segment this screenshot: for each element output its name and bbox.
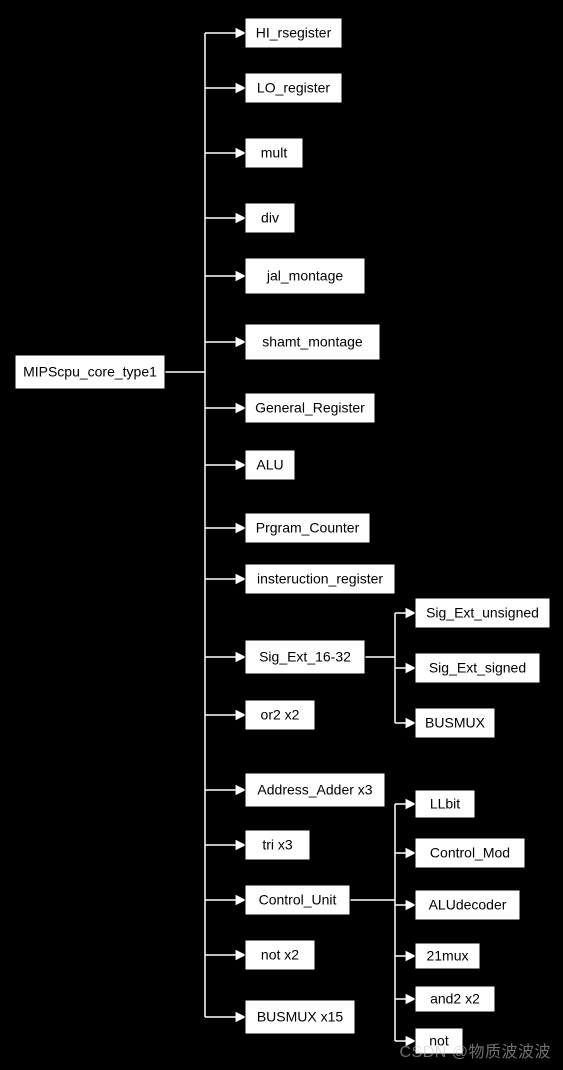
node-label: ALU <box>256 457 283 473</box>
node-label: div <box>261 210 279 226</box>
node-alu: ALU <box>245 450 295 480</box>
node-label: and2 x2 <box>430 991 480 1007</box>
node-label: shamt_montage <box>262 334 363 350</box>
node-label: Sig_Ext_16-32 <box>259 649 351 665</box>
node-div: div <box>245 203 295 233</box>
node-sexts: Sig_Ext_signed <box>415 653 540 683</box>
node-label: not x2 <box>261 947 299 963</box>
node-label: HI_rsegister <box>256 25 332 41</box>
node-bmux: BUSMUX <box>415 708 495 738</box>
node-sext: Sig_Ext_16-32 <box>245 640 365 674</box>
node-mult: mult <box>245 138 303 168</box>
node-label: tri x3 <box>262 837 293 853</box>
hierarchy-diagram: MIPScpu_core_type1 HI_rsegister LO_registe… <box>0 0 563 1070</box>
node-label: Address_Adder x3 <box>257 782 372 798</box>
node-jal: jal_montage <box>245 258 365 294</box>
node-label: General_Register <box>255 400 365 416</box>
node-label: Sig_Ext_signed <box>429 660 526 676</box>
node-label: ALUdecoder <box>429 897 507 913</box>
node-adder: Address_Adder x3 <box>245 773 385 807</box>
node-label: LO_register <box>257 80 330 96</box>
node-sextu: Sig_Ext_unsigned <box>415 598 550 628</box>
node-label: Sig_Ext_unsigned <box>426 605 539 621</box>
node-label: or2 x2 <box>261 707 300 723</box>
node-cu: Control_Unit <box>245 885 350 915</box>
node-shamt: shamt_montage <box>245 324 380 360</box>
node-not2: not x2 <box>245 940 315 970</box>
node-label: BUSMUX x15 <box>257 1009 344 1025</box>
node-pc: Prgram_Counter <box>245 513 370 543</box>
node-label: BUSMUX <box>425 715 486 731</box>
node-llbit: LLbit <box>415 790 475 818</box>
node-or2: or2 x2 <box>245 700 315 730</box>
node-aludec: ALUdecoder <box>415 890 520 920</box>
node-ir: insteruction_register <box>245 564 395 594</box>
node-label: MIPScpu_core_type1 <box>23 364 157 380</box>
node-cmod: Control_Mod <box>415 838 525 868</box>
node-lo: LO_register <box>245 73 342 103</box>
node-label: Control_Unit <box>259 892 337 908</box>
watermark-text: CSDN @物质波波波 <box>399 1038 551 1062</box>
node-mux21: 21mux <box>415 943 480 969</box>
node-root: MIPScpu_core_type1 <box>15 355 165 389</box>
node-hi: HI_rsegister <box>245 18 342 48</box>
node-label: jal_montage <box>266 268 343 284</box>
node-tri: tri x3 <box>245 830 310 860</box>
node-label: Control_Mod <box>430 845 510 861</box>
node-label: insteruction_register <box>257 571 383 587</box>
node-and2: and2 x2 <box>415 986 495 1012</box>
node-label: Prgram_Counter <box>256 520 360 536</box>
node-bmux15: BUSMUX x15 <box>245 1000 355 1034</box>
node-greg: General_Register <box>245 393 375 423</box>
node-label: 21mux <box>426 948 468 964</box>
node-label: mult <box>261 145 288 161</box>
node-label: LLbit <box>430 796 460 812</box>
